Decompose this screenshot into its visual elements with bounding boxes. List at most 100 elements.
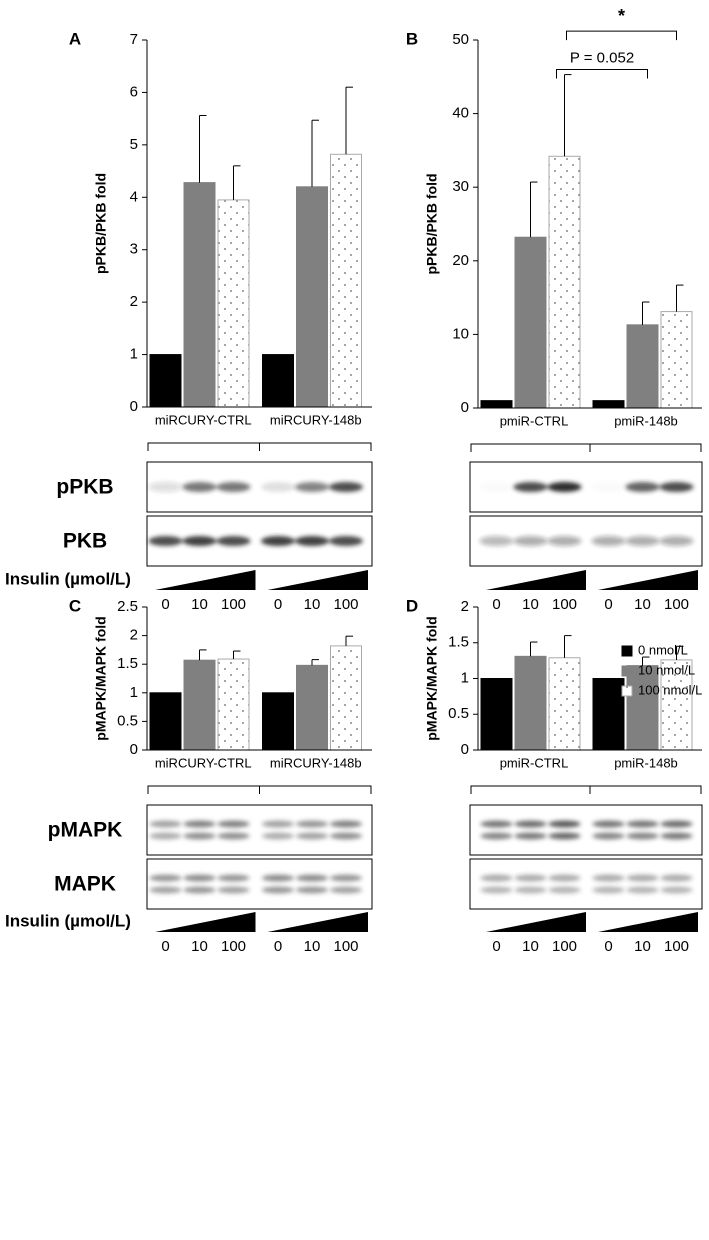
dose-label: 0 [604,938,612,955]
dose-label: 10 [191,938,208,955]
dose-label: 100 [221,596,246,613]
bar [183,182,216,408]
band [262,820,294,828]
band [182,536,217,546]
dose-label: 10 [522,596,539,613]
group-bracket [470,443,702,452]
y-axis-label: pMAPK/MAPK fold [424,616,440,740]
bar [480,400,513,409]
band [262,874,294,882]
band [296,874,328,882]
bar [626,324,659,409]
band [660,832,693,840]
blot-bands [149,820,362,840]
legend-swatch [621,645,633,657]
x-tick-label: miRCURY-CTRL [155,755,252,770]
y-tick-label: 1 [130,684,138,701]
band [591,536,626,546]
annotation: * [618,6,625,26]
y-tick-label: 10 [452,325,469,342]
y-tick-label: 3 [130,241,138,258]
group-bracket [147,442,372,451]
band [329,536,363,546]
dose-label: 100 [552,938,577,955]
dose-label: 0 [161,596,169,613]
blot-box [146,804,373,856]
band [514,874,547,882]
y-tick-label: 20 [452,252,469,269]
band [149,820,182,828]
band [513,482,548,492]
dose-label: 0 [492,596,500,613]
band [592,832,625,840]
y-tick-label: 1.5 [117,655,138,672]
band [548,832,581,840]
bar [660,659,693,751]
y-tick-label: 2 [461,598,469,615]
band [548,820,581,828]
blot-bands [480,820,693,840]
dose-triangle [267,570,368,590]
dose-label: 100 [221,938,246,955]
panel-label: C [69,596,81,615]
bar [296,664,328,751]
blot-label: pPKB [56,476,113,499]
band [480,482,514,492]
annotation: P = 0.052 [570,49,634,66]
blot-bands [479,536,694,546]
bar [262,354,294,408]
band [626,886,659,894]
band [592,874,625,882]
band [514,886,547,894]
insulin-label: Insulin (µmol/L) [5,911,131,930]
band [183,886,216,894]
dose-label: 100 [664,938,689,955]
band [296,832,328,840]
band [626,820,659,828]
y-axis-label: pPKB/PKB fold [424,173,440,274]
blot-label: pMAPK [48,819,123,842]
bar [330,153,362,408]
band [660,874,693,882]
y-tick-label: 1 [461,669,469,686]
bar [480,678,513,751]
band [149,886,182,894]
band [183,874,216,882]
band [148,482,183,492]
bar [262,692,294,751]
group-bracket [147,785,372,794]
band [217,832,250,840]
y-axis-label: pPKB/PKB fold [93,173,109,274]
y-tick-label: 0 [130,741,138,758]
band [330,886,362,894]
y-tick-label: 1.5 [448,634,469,651]
bar [330,645,362,751]
band [480,820,513,828]
y-tick-label: 2 [130,293,138,310]
dose-triangle [155,912,256,932]
y-tick-label: 40 [452,105,469,122]
y-tick-label: 1 [130,346,138,363]
bar [296,186,328,408]
band [592,886,625,894]
bar [592,400,625,409]
band [548,874,581,882]
band [148,536,183,546]
dose-label: 100 [552,596,577,613]
significance-bracket [566,30,677,41]
panel-label: A [69,29,81,48]
panel-label: B [406,29,418,48]
band [480,886,513,894]
y-tick-label: 6 [130,83,138,100]
band [295,482,329,492]
bar [183,659,216,751]
dose-label: 100 [664,596,689,613]
band [183,820,216,828]
band [329,482,363,492]
band [262,886,294,894]
bar [149,692,182,751]
band [480,832,513,840]
dose-label: 0 [161,938,169,955]
band [149,874,182,882]
band [183,832,216,840]
